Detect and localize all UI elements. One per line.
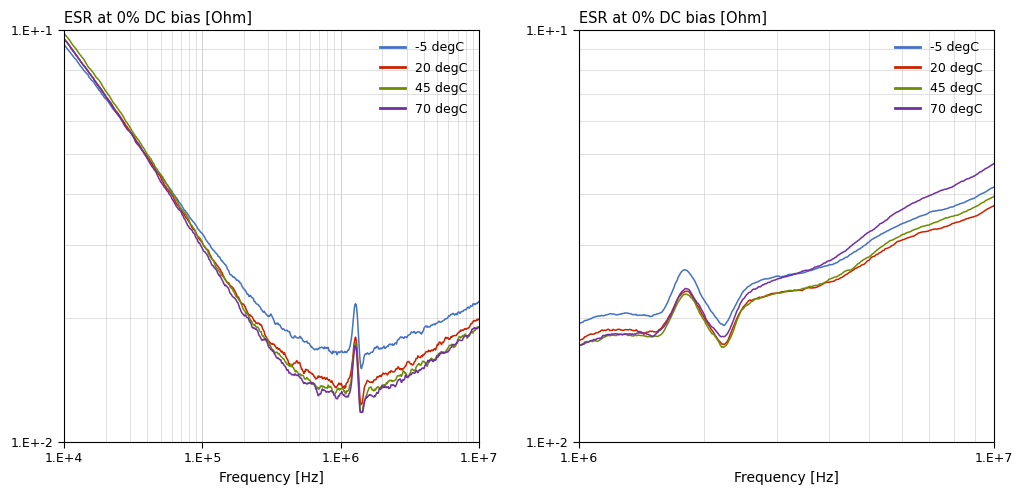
70 degC: [819, 260, 831, 266]
-5 degC: [773, 273, 785, 279]
20 degC: [381, 372, 393, 378]
45 degC: [978, 199, 990, 205]
20 degC: [798, 286, 810, 292]
70 degC: [987, 161, 999, 167]
-5 degC: [355, 366, 368, 372]
-5 degC: [175, 202, 187, 208]
20 degC: [987, 203, 999, 209]
45 degC: [473, 324, 485, 330]
Line: 70 degC: 70 degC: [579, 164, 993, 346]
70 degC: [175, 209, 187, 215]
45 degC: [798, 285, 810, 291]
X-axis label: Frequency [Hz]: Frequency [Hz]: [734, 471, 839, 485]
45 degC: [354, 409, 367, 415]
70 degC: [978, 167, 990, 173]
45 degC: [987, 193, 999, 199]
20 degC: [820, 279, 833, 285]
45 degC: [175, 206, 187, 212]
-5 degC: [572, 320, 585, 326]
45 degC: [913, 225, 926, 231]
X-axis label: Frequency [Hz]: Frequency [Hz]: [219, 471, 324, 485]
70 degC: [354, 409, 367, 415]
45 degC: [716, 344, 728, 350]
Line: 45 degC: 45 degC: [579, 196, 993, 347]
Line: -5 degC: -5 degC: [65, 45, 479, 369]
20 degC: [773, 290, 785, 296]
20 degC: [58, 36, 71, 42]
20 degC: [331, 383, 343, 389]
20 degC: [473, 316, 485, 322]
20 degC: [718, 341, 730, 347]
Line: 20 degC: 20 degC: [579, 206, 993, 344]
Line: 45 degC: 45 degC: [65, 34, 479, 412]
20 degC: [354, 402, 367, 408]
45 degC: [773, 290, 785, 296]
-5 degC: [718, 322, 730, 328]
-5 degC: [820, 263, 833, 269]
45 degC: [572, 343, 585, 349]
-5 degC: [331, 350, 343, 356]
Legend: -5 degC, 20 degC, 45 degC, 70 degC: -5 degC, 20 degC, 45 degC, 70 degC: [890, 36, 987, 121]
20 degC: [189, 229, 202, 235]
Line: -5 degC: -5 degC: [579, 187, 993, 325]
-5 degC: [381, 343, 393, 349]
-5 degC: [189, 222, 202, 228]
-5 degC: [978, 189, 990, 195]
70 degC: [189, 234, 202, 240]
-5 degC: [913, 213, 926, 219]
70 degC: [772, 276, 784, 282]
-5 degC: [473, 299, 485, 305]
45 degC: [58, 31, 71, 37]
Text: ESR at 0% DC bias [Ohm]: ESR at 0% DC bias [Ohm]: [65, 11, 252, 26]
45 degC: [820, 278, 833, 284]
Line: 20 degC: 20 degC: [65, 39, 479, 405]
45 degC: [160, 180, 172, 186]
70 degC: [473, 324, 485, 330]
70 degC: [572, 343, 585, 349]
70 degC: [798, 268, 810, 274]
45 degC: [771, 290, 783, 296]
-5 degC: [160, 181, 172, 186]
Text: ESR at 0% DC bias [Ohm]: ESR at 0% DC bias [Ohm]: [579, 11, 767, 26]
20 degC: [771, 290, 783, 296]
20 degC: [175, 207, 187, 213]
-5 degC: [987, 184, 999, 190]
70 degC: [381, 384, 393, 390]
20 degC: [978, 208, 990, 214]
20 degC: [913, 230, 926, 236]
-5 degC: [798, 269, 810, 275]
45 degC: [189, 228, 202, 234]
70 degC: [432, 352, 444, 358]
-5 degC: [58, 42, 71, 48]
70 degC: [770, 277, 782, 283]
Legend: -5 degC, 20 degC, 45 degC, 70 degC: -5 degC, 20 degC, 45 degC, 70 degC: [375, 36, 473, 121]
20 degC: [572, 337, 585, 343]
Line: 70 degC: 70 degC: [65, 39, 479, 412]
-5 degC: [771, 273, 783, 279]
45 degC: [331, 388, 343, 394]
45 degC: [432, 351, 444, 357]
45 degC: [381, 380, 393, 386]
-5 degC: [432, 319, 444, 325]
70 degC: [912, 197, 925, 203]
20 degC: [432, 342, 444, 348]
70 degC: [58, 36, 71, 42]
70 degC: [160, 186, 172, 191]
70 degC: [331, 396, 343, 402]
20 degC: [160, 184, 172, 190]
